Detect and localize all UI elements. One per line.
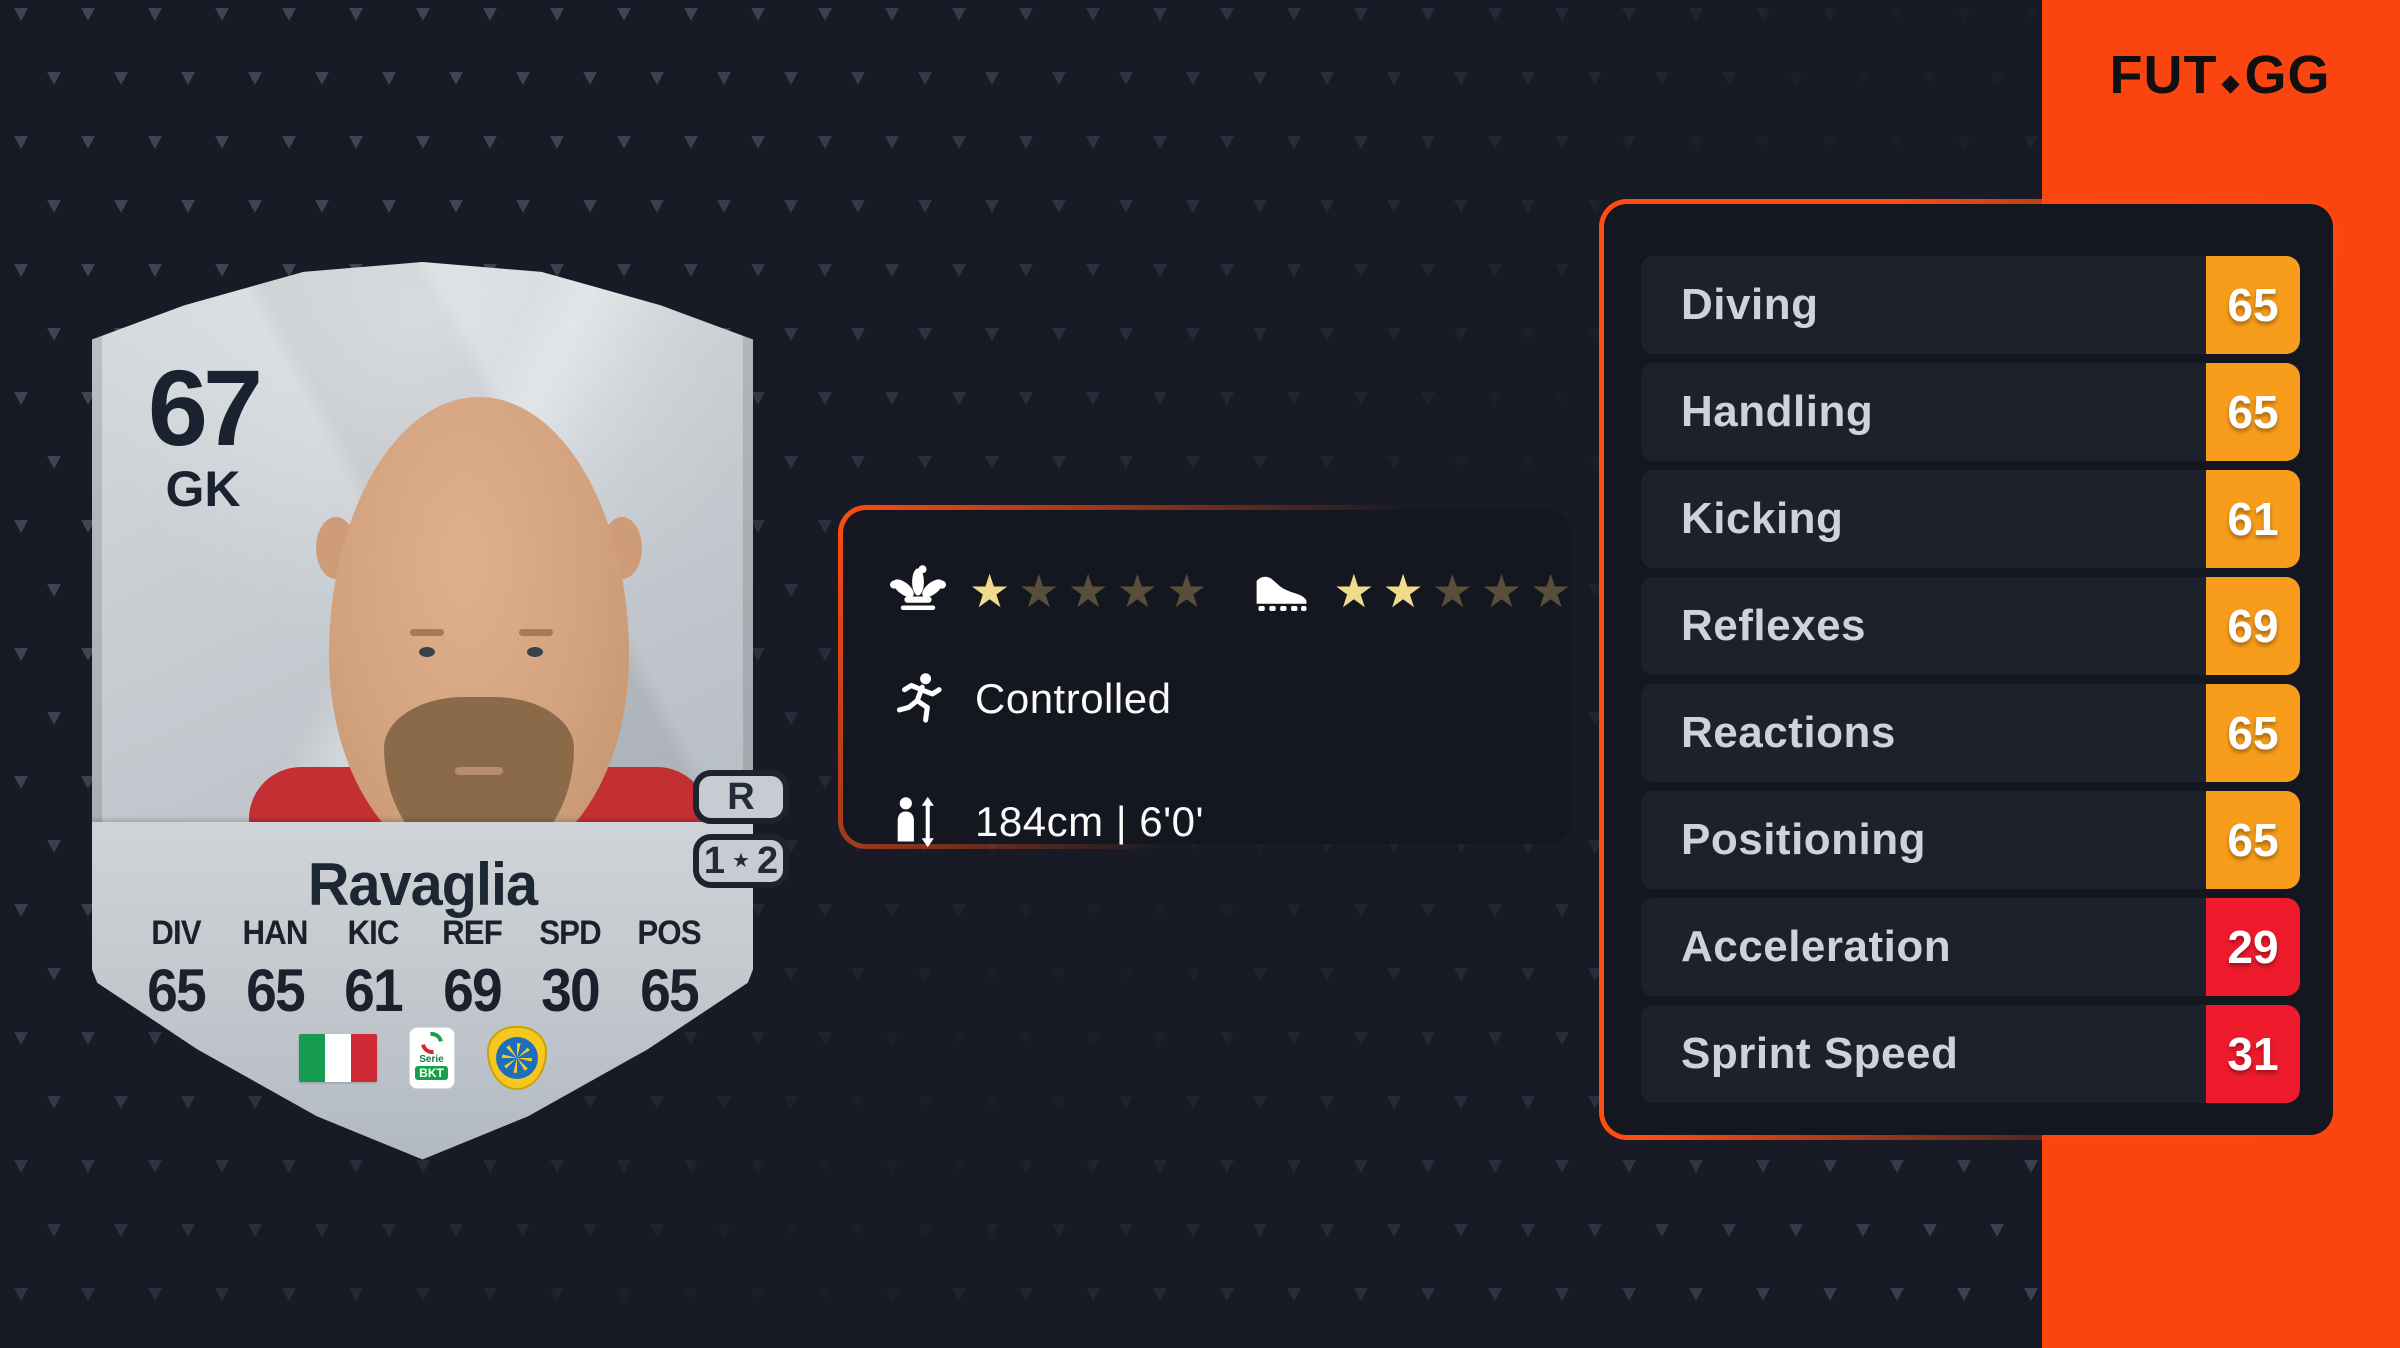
skill-moves-icon — [887, 562, 949, 620]
star-icon: ★ — [732, 850, 750, 872]
quick-stat-value: 69 — [442, 957, 503, 1024]
quick-stat: KIC 61 — [338, 914, 408, 1021]
attribute-label: Sprint Speed — [1681, 1029, 1959, 1078]
player-eye-right — [527, 647, 543, 657]
quick-stat: SPD 30 — [535, 914, 605, 1021]
attribute-row: Diving 65 — [1641, 256, 2300, 354]
attribute-value: 65 — [2206, 256, 2300, 354]
skill-stars-empty: ★★★★ — [1018, 565, 1216, 617]
brand-right: GG — [2244, 45, 2331, 105]
alt-positions-badge: 1 ★ 2 — [693, 834, 789, 888]
attribute-row: Reflexes 69 — [1641, 577, 2300, 675]
ratings-row: ★★★★★ — [887, 562, 1579, 620]
acceleration-type-row: Controlled — [887, 672, 1171, 726]
league-text-bkt: BKT — [415, 1066, 448, 1080]
info-panel: ★★★★★ — [838, 505, 1576, 849]
quick-stat-label: DIV — [151, 914, 201, 952]
attribute-label: Handling — [1681, 387, 1874, 436]
quick-stat-value: 30 — [541, 957, 602, 1024]
quick-stat-value: 61 — [344, 957, 404, 1024]
weak-foot-stars-empty: ★★★ — [1431, 565, 1580, 617]
attribute-row: Kicking 61 — [1641, 470, 2300, 568]
quick-stat-label: HAN — [242, 914, 308, 952]
info-panel-body: ★★★★★ — [843, 510, 1571, 848]
player-name: Ravaglia — [307, 851, 538, 918]
quick-stat: REF 69 — [437, 914, 507, 1021]
brand-logo[interactable]: FUT GG — [2070, 44, 2370, 106]
quick-stat-label: SPD — [539, 914, 602, 952]
player-head — [329, 397, 629, 867]
attribute-label: Acceleration — [1681, 922, 1952, 971]
position-label: GK — [165, 461, 241, 517]
attribute-row: Positioning 65 — [1641, 791, 2300, 889]
attribute-label: Kicking — [1681, 494, 1844, 543]
player-brow-left — [410, 629, 444, 636]
attributes-panel: Diving 65 Handling 65 Kicking 61 Reflexe… — [1599, 199, 2338, 1140]
card-crests: Serie BKT — [92, 1026, 753, 1090]
quick-stat-value: 65 — [640, 957, 700, 1024]
overall-rating: 67 — [147, 347, 263, 468]
league-text-serie: Serie — [419, 1054, 444, 1065]
alt-badge-left: 1 — [703, 839, 726, 882]
height-text: 184cm | 6'0' — [975, 798, 1205, 845]
quick-stat-value: 65 — [147, 957, 207, 1024]
height-icon — [887, 796, 949, 848]
attribute-value: 65 — [2206, 791, 2300, 889]
attribute-value: 31 — [2206, 1005, 2300, 1103]
alt-badge-right: 2 — [756, 839, 779, 882]
player-card: 67 GK Ravaglia DIV 65 HAN 65 KIC 61 R — [92, 262, 789, 1163]
runner-icon — [887, 672, 949, 726]
height-row: 184cm | 6'0' — [887, 796, 1204, 848]
weak-foot-stars: ★★★★★ — [1333, 568, 1579, 614]
diamond-dot-icon — [2221, 75, 2241, 94]
card-quick-stats: DIV 65 HAN 65 KIC 61 REF 69 SPD 30 — [92, 914, 753, 1021]
player-brow-right — [519, 629, 553, 636]
player-photo — [92, 262, 753, 867]
attribute-label: Reflexes — [1681, 601, 1867, 650]
attributes-list: Diving 65 Handling 65 Kicking 61 Reflexe… — [1641, 256, 2300, 1112]
attribute-label: Positioning — [1681, 815, 1927, 864]
attribute-row: Reactions 65 — [1641, 684, 2300, 782]
quick-stat: HAN 65 — [240, 914, 310, 1021]
preferred-foot-badge: R — [693, 770, 789, 824]
attributes-panel-body: Diving 65 Handling 65 Kicking 61 Reflexe… — [1604, 204, 2333, 1135]
quick-stat: DIV 65 — [141, 914, 211, 1021]
quick-stat-label: KIC — [347, 914, 400, 952]
attribute-label: Reactions — [1681, 708, 1896, 757]
club-crest-circle — [495, 1037, 538, 1079]
weak-foot-group: ★★★★★ — [1251, 568, 1579, 614]
club-crest-spokes — [501, 1043, 532, 1073]
attribute-value: 65 — [2206, 684, 2300, 782]
foot-badge-text: R — [727, 775, 755, 818]
serie-bkt-league-icon: Serie BKT — [408, 1027, 455, 1089]
attribute-row: Sprint Speed 31 — [1641, 1005, 2300, 1103]
rating-block: 67 GK — [128, 347, 278, 517]
attribute-value: 65 — [2206, 363, 2300, 461]
attribute-label: Diving — [1681, 280, 1819, 329]
attribute-row: Acceleration 29 — [1641, 898, 2300, 996]
weak-foot-icon — [1251, 570, 1313, 612]
club-crest-icon — [486, 1026, 547, 1090]
card-shield: 67 GK Ravaglia DIV 65 HAN 65 KIC 61 R — [92, 262, 753, 1160]
quick-stat-label: REF — [441, 914, 503, 952]
attribute-value: 29 — [2206, 898, 2300, 996]
player-mouth — [455, 767, 503, 775]
weak-foot-stars-filled: ★★ — [1333, 565, 1432, 617]
attribute-row: Handling 65 — [1641, 363, 2300, 461]
italy-flag-icon — [298, 1034, 377, 1082]
acceleration-type-text: Controlled — [975, 675, 1172, 722]
attribute-value: 69 — [2206, 577, 2300, 675]
player-eye-left — [419, 647, 435, 657]
brand-left: FUT — [2109, 45, 2218, 105]
attribute-value: 61 — [2206, 470, 2300, 568]
skill-stars-filled: ★ — [969, 565, 1019, 617]
quick-stat-value: 65 — [245, 957, 306, 1024]
quick-stat: POS 65 — [634, 914, 704, 1021]
quick-stat-label: POS — [637, 914, 701, 952]
skill-moves-stars: ★★★★★ — [969, 568, 1215, 614]
